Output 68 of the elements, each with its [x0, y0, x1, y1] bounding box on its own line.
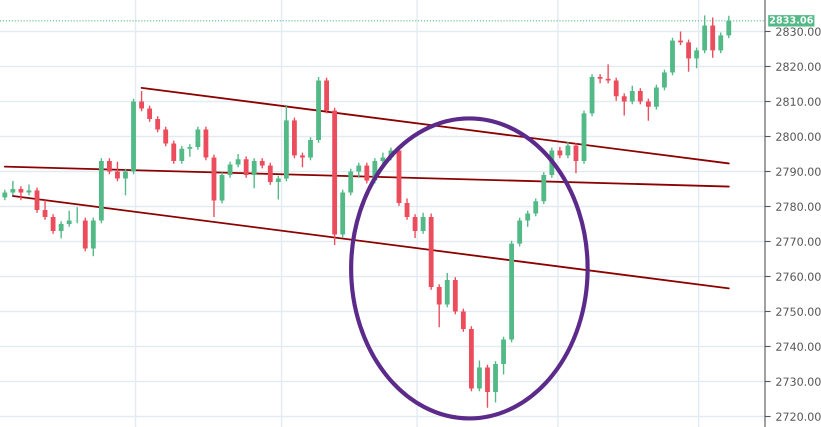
candlestick [614, 77, 619, 102]
y-tick-label: 2790.00 [776, 167, 821, 176]
candlestick [58, 220, 64, 240]
y-tick-label: 2730.00 [776, 377, 821, 386]
candlestick [123, 168, 128, 196]
candlestick [260, 158, 265, 170]
candlestick [574, 142, 578, 174]
candlestick [155, 116, 160, 133]
candlestick [525, 210, 530, 228]
y-tick-label: 2750.00 [776, 307, 821, 316]
candlestick [662, 68, 667, 91]
candlestick [50, 214, 56, 234]
candlestick [147, 105, 152, 122]
candlestick [420, 212, 426, 234]
y-tick-label: 2820.00 [776, 62, 821, 71]
candlestick [195, 126, 200, 150]
candlestick [356, 162, 362, 178]
y-tick-label: 2720.00 [776, 412, 821, 421]
candlestick [638, 88, 643, 105]
candlestick [106, 158, 112, 175]
y-tick-label: 2830.00 [776, 27, 821, 36]
candlestick [34, 186, 40, 214]
candlestick [477, 360, 482, 392]
candlestick [2, 189, 8, 201]
candlestick [630, 85, 635, 105]
candlestick [276, 175, 281, 200]
candlestick [533, 198, 538, 217]
candlestick [686, 38, 691, 72]
y-tick-label: 2800.00 [776, 132, 821, 141]
candlestick [66, 210, 72, 228]
candlestick [646, 98, 651, 122]
candlestick [163, 126, 168, 147]
candlestick [718, 32, 724, 54]
y-tick-label: 2760.00 [776, 272, 821, 281]
candlestick [517, 217, 522, 248]
candlestick [300, 152, 305, 168]
candlestick [436, 284, 442, 328]
candlestick [557, 146, 562, 159]
candlestick [412, 214, 418, 239]
candlestick [566, 141, 570, 159]
candlestick [10, 180, 16, 196]
candlestick [171, 140, 176, 164]
candlestick [236, 153, 241, 168]
candlestick [308, 136, 313, 161]
candlestick [598, 74, 603, 84]
candlestick [404, 198, 410, 220]
candlestick [348, 168, 354, 196]
candlestick [252, 158, 257, 189]
y-tick-label: 2740.00 [776, 342, 821, 351]
candlestick [364, 162, 370, 184]
candlestick [380, 152, 386, 164]
y-tick-label: 2770.00 [776, 237, 821, 246]
candlestick [694, 46, 700, 69]
candlestick [268, 162, 273, 186]
candlestick [678, 30, 683, 46]
candlestick [18, 186, 24, 201]
candlestick [654, 84, 659, 110]
candlestick [179, 145, 184, 164]
y-tick-label: 2780.00 [776, 202, 821, 211]
candlestick [115, 161, 120, 182]
candlestick [139, 90, 144, 112]
y-tick-label: 2810.00 [776, 97, 821, 106]
ref-line-label: 2833.06 [770, 16, 813, 24]
candlestick [460, 308, 466, 332]
candlestick [26, 184, 32, 196]
candlestick [244, 156, 249, 178]
candlestick [228, 161, 232, 178]
candlestick [42, 200, 48, 220]
